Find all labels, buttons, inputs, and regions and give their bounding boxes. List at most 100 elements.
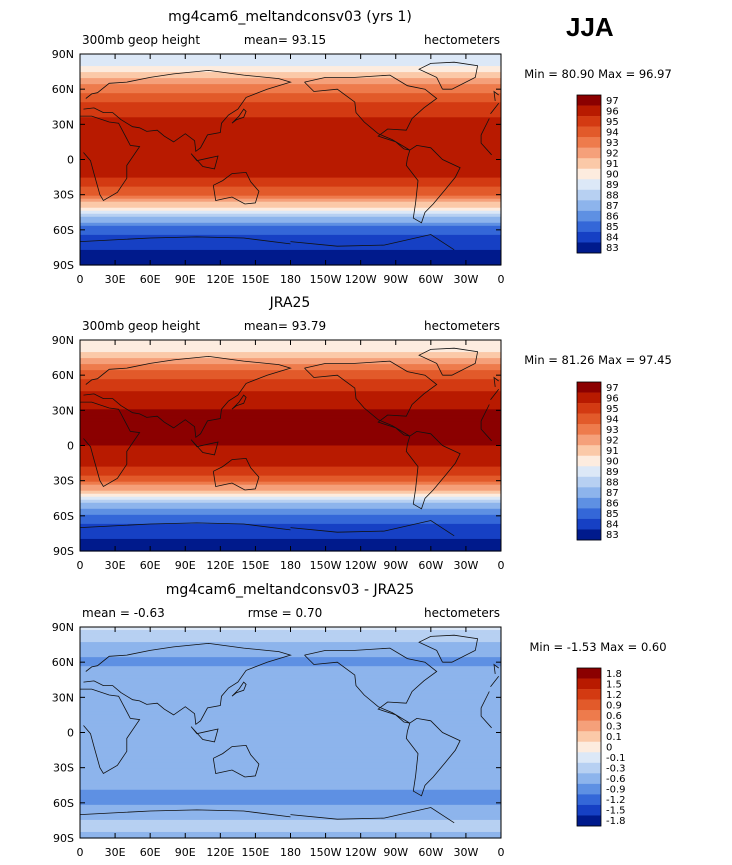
field-band xyxy=(80,243,501,248)
field-band xyxy=(80,99,501,103)
coastline xyxy=(418,634,479,663)
field-band xyxy=(80,204,501,209)
coastline xyxy=(79,234,455,251)
x-tick-label: 0 xyxy=(77,273,84,286)
coastline xyxy=(304,647,438,724)
field-band xyxy=(80,252,501,257)
stats-label: Min = 80.90 Max = 96.97 xyxy=(524,67,672,81)
field-band xyxy=(80,714,501,719)
field-band xyxy=(80,162,501,167)
left-label: 300mb geop height xyxy=(82,319,200,333)
field-band xyxy=(80,508,501,513)
field-band xyxy=(80,93,501,97)
field-band xyxy=(80,346,501,350)
colorbar-swatch xyxy=(577,403,601,414)
colorbar-label: 91 xyxy=(606,446,619,457)
x-tick-label: 120E xyxy=(206,846,234,859)
colorbar-swatch xyxy=(577,815,601,827)
colorbar-label: 88 xyxy=(606,191,619,202)
field-band xyxy=(80,651,501,655)
colorbar-label: 94 xyxy=(606,127,619,138)
field-band xyxy=(80,135,501,139)
field-band xyxy=(80,78,501,82)
field-band xyxy=(80,379,501,383)
field-band xyxy=(80,183,501,188)
field-band xyxy=(80,60,501,64)
colorbar-label: 94 xyxy=(606,414,619,425)
x-tick-label: 90E xyxy=(175,273,196,286)
field-band xyxy=(80,633,501,637)
x-tick-label: 0 xyxy=(498,273,505,286)
colorbar-swatch xyxy=(577,455,601,467)
field-band xyxy=(80,165,501,170)
colorbar-label: 0 xyxy=(606,743,612,754)
field-band xyxy=(80,801,501,806)
colorbar-swatch xyxy=(577,804,601,816)
colorbar-swatch xyxy=(577,242,601,254)
field-band xyxy=(80,189,501,194)
field-band xyxy=(80,768,501,773)
y-tick-label: 0 xyxy=(67,154,74,167)
field-band xyxy=(80,102,501,106)
field-band xyxy=(80,174,501,179)
field-band xyxy=(80,771,501,776)
x-tick-label: 90W xyxy=(383,559,408,572)
colorbar-label: 90 xyxy=(606,457,619,468)
colorbar-swatch xyxy=(577,424,601,435)
field-band xyxy=(80,427,501,432)
colorbar-swatch xyxy=(577,116,601,127)
colorbar-label: 95 xyxy=(606,117,619,128)
coastline xyxy=(418,347,479,376)
field-band xyxy=(80,642,501,646)
coastline xyxy=(83,642,500,726)
colorbar-label: 86 xyxy=(606,212,619,223)
field-band xyxy=(80,789,501,794)
coastline xyxy=(83,355,500,439)
field-band xyxy=(80,207,501,212)
y-tick-label: 60S xyxy=(53,797,74,810)
coastline xyxy=(212,744,260,778)
colorbar-swatch xyxy=(577,476,601,488)
field-band xyxy=(80,225,501,230)
colorbar-swatch xyxy=(577,752,601,764)
field-band xyxy=(80,210,501,215)
coastline xyxy=(231,681,247,697)
field-band xyxy=(80,198,501,203)
coastline xyxy=(405,430,461,510)
colorbar-label: -1.2 xyxy=(606,795,626,806)
colorbar-swatch xyxy=(577,231,601,243)
field-band xyxy=(80,388,501,392)
field-band xyxy=(80,240,501,245)
field-band xyxy=(80,762,501,767)
x-tick-label: 60E xyxy=(140,273,161,286)
field-band xyxy=(80,96,501,100)
field-band xyxy=(80,105,501,109)
colorbar-swatch xyxy=(577,668,601,679)
colorbar-label: 92 xyxy=(606,148,619,159)
colorbar-label: 85 xyxy=(606,509,619,520)
colorbar-swatch xyxy=(577,95,601,106)
colorbar: 1.81.51.20.90.60.30.10-0.1-0.3-0.6-0.9-1… xyxy=(576,667,626,827)
field-band xyxy=(80,639,501,643)
field-band xyxy=(80,352,501,356)
field-band xyxy=(80,523,501,528)
field-band xyxy=(80,469,501,474)
field-band xyxy=(80,481,501,486)
coastline xyxy=(304,74,438,151)
colorbar-swatch xyxy=(577,392,601,404)
colorbar-swatch xyxy=(577,508,601,520)
field-band xyxy=(80,123,501,127)
field-band xyxy=(80,657,501,661)
colorbar-swatch xyxy=(577,179,601,191)
field-band xyxy=(80,663,501,667)
field-band xyxy=(80,114,501,118)
coastline xyxy=(212,171,260,205)
colorbar-label: -0.6 xyxy=(606,774,626,785)
colorbar-label: -1.5 xyxy=(606,806,626,817)
field-band xyxy=(80,484,501,489)
coastline xyxy=(79,807,455,824)
field-band xyxy=(80,705,501,709)
field-band xyxy=(80,126,501,130)
x-tick-label: 60E xyxy=(140,846,161,859)
field-band xyxy=(80,684,501,688)
